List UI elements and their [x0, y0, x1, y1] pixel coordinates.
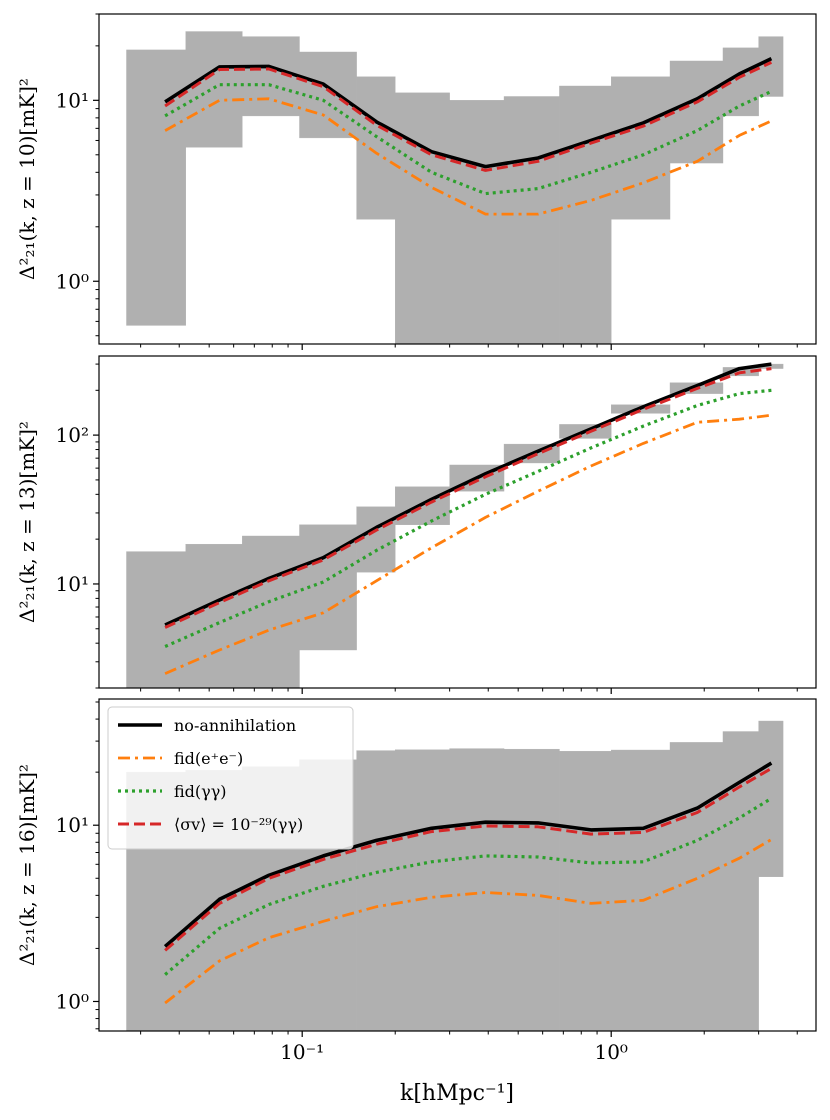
y-axis-label: Δ²₂₁(k, z = 13)[mK]²	[15, 421, 39, 623]
error-band-bin	[611, 76, 671, 220]
ticks: 10⁰ 10¹ 10⁻¹ 10⁰	[56, 701, 798, 1064]
error-band-bin	[503, 748, 560, 1031]
x-tick-label: 10⁰	[594, 1040, 627, 1064]
y-tick-label: 10¹	[56, 813, 89, 837]
x-axis-label: k[hMpc⁻¹]	[400, 1081, 514, 1106]
plot-frame	[98, 13, 817, 345]
legend: no-annihilation fid(e⁺e⁻) fid(γγ) ⟨σv⟩ = 10…	[107, 706, 354, 850]
y-tick-label: 10¹	[56, 88, 89, 112]
y-axis-label: Δ²₂₁(k, z = 16)[mK]²	[15, 764, 39, 966]
legend-label-sigmav-29: ⟨σv⟩ = 10⁻²⁹(γγ)	[174, 815, 303, 834]
error-band-bin	[449, 100, 505, 344]
y-axis-label: Δ²₂₁(k, z = 10)[mK]²	[15, 78, 39, 280]
plot-frame	[98, 355, 817, 689]
y-tick-label: 10⁰	[56, 269, 89, 293]
legend-label-no-annihilation: no-annihilation	[174, 716, 296, 735]
error-band	[126, 31, 784, 344]
error-band-bin	[395, 749, 450, 1031]
series-line-fid-ee	[164, 413, 772, 675]
series-lines	[164, 362, 772, 675]
x-tick-label: 10⁻¹	[280, 1040, 324, 1064]
error-band-bin	[185, 31, 243, 148]
series-line-sigmav-29	[164, 767, 773, 952]
series-lines	[163, 761, 773, 1005]
error-band	[126, 720, 784, 1031]
panel-3: 10⁰ 10¹ 10⁻¹ 10⁰ Δ²₂₁(k, z = 16)[mK]²	[15, 698, 817, 1064]
ticks: 10⁰ 10¹	[56, 13, 798, 350]
panel-1: 10⁰ 10¹ Δ²₂₁(k, z = 10)[mK]²	[15, 13, 817, 350]
error-band-bin	[758, 36, 784, 97]
error-band-bin	[611, 749, 671, 1031]
error-band-bin	[395, 92, 450, 344]
series-line-no-annihilation	[164, 362, 772, 627]
plot-frame	[98, 698, 817, 1032]
error-band-bin	[559, 750, 612, 1031]
series-line-fid-gg	[164, 83, 773, 196]
legend-box	[107, 706, 354, 850]
series-line-fid-gg	[164, 388, 772, 648]
y-tick-label: 10⁰	[56, 989, 89, 1013]
error-band-bin	[185, 543, 243, 688]
series-line-sigmav-29	[164, 61, 773, 172]
error-band-bin	[669, 60, 724, 164]
error-band-bin	[356, 76, 396, 220]
series-line-no-annihilation	[164, 56, 773, 169]
error-band-bin	[449, 748, 505, 1031]
error-band-bin	[356, 506, 396, 573]
error-band-bin	[356, 750, 396, 1031]
error-band-bin	[669, 742, 724, 1031]
legend-label-fid-ee: fid(e⁺e⁻)	[174, 749, 243, 768]
series-lines	[164, 56, 773, 216]
error-band-bin	[758, 720, 784, 877]
series-line-no-annihilation	[163, 761, 773, 948]
error-band-bin	[299, 51, 357, 139]
error-band-bin	[503, 96, 560, 344]
panel-2: 10¹ 10² Δ²₂₁(k, z = 13)[mK]²	[15, 355, 817, 694]
series-line-fid-ee	[164, 97, 772, 216]
series-line-sigmav-29	[164, 367, 772, 629]
series-line-fid-gg	[164, 797, 773, 976]
error-band	[126, 363, 784, 688]
error-band-bin	[126, 551, 186, 688]
error-band-bin	[559, 85, 612, 344]
ticks: 10¹ 10²	[56, 363, 798, 694]
legend-label-fid-gg: fid(γγ)	[174, 782, 227, 801]
error-band-bin	[242, 535, 300, 688]
y-tick-label: 10¹	[56, 572, 89, 596]
y-tick-label: 10²	[56, 423, 89, 447]
error-band-bin	[126, 49, 186, 326]
